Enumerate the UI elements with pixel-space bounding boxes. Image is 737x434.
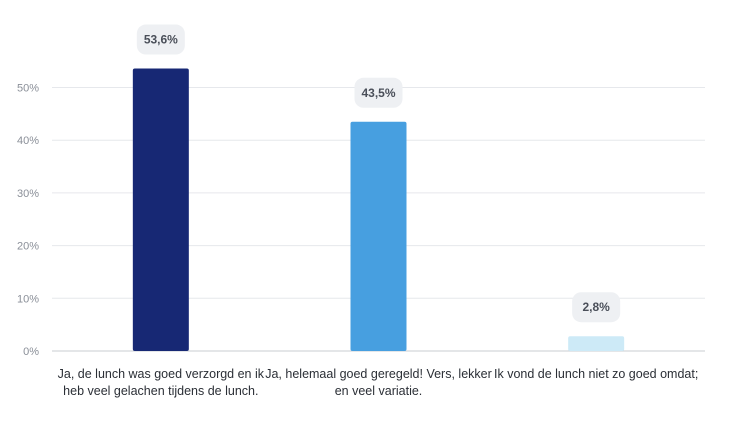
y-tick-label: 20% [17,241,39,253]
x-category-label: Ja, helemaal goed geregeld! Vers, lekker… [265,367,492,398]
y-tick-label: 0% [23,346,39,358]
value-badge [354,77,403,108]
value-label: 2,8% [582,300,610,314]
y-axis: 0% 10% 20% 30% 40% 50% [17,83,39,359]
bar-3[interactable] [568,336,625,351]
value-label: 53,6% [144,33,178,47]
y-tick-label: 40% [17,135,39,147]
value-label: 43,5% [361,86,395,100]
y-tick-label: 10% [17,293,39,305]
value-badges: 53,6% 43,5% 2,8% [136,24,621,323]
x-category-label: Ja, de lunch was goed verzorgd en ik heb… [57,367,265,398]
value-badge [572,292,621,323]
bar-1[interactable] [132,68,189,351]
bars [132,68,625,351]
bar-2[interactable] [350,121,407,351]
y-tick-label: 50% [17,83,39,95]
value-badge [136,24,185,55]
x-category-label: Ik vond de lunch niet zo goed omdat; [494,367,699,381]
y-tick-label: 30% [17,188,39,200]
